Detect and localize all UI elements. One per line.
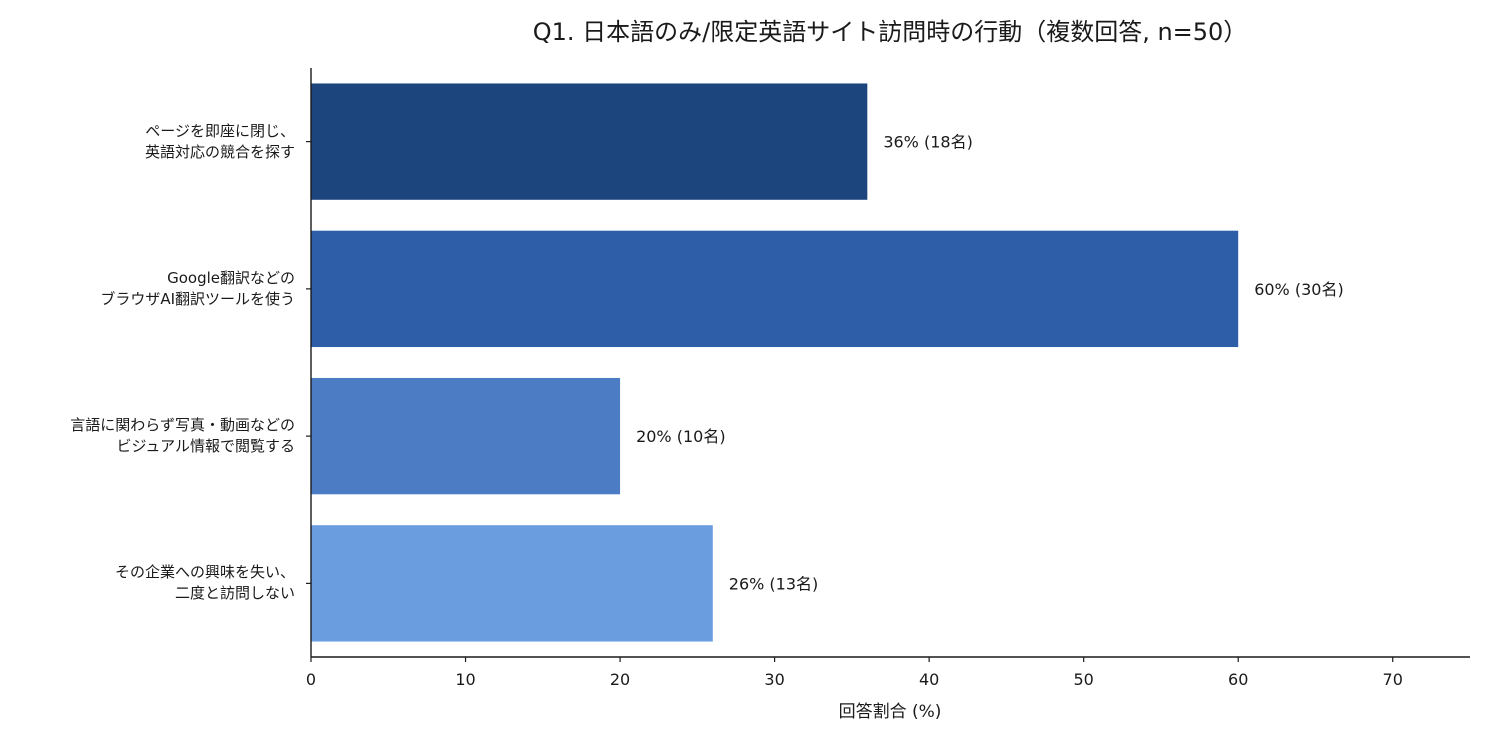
y-tick-label: 言語に関わらず写真・動画などのビジュアル情報で閲覧する bbox=[70, 415, 295, 457]
y-tick-label: ページを即座に閉じ、 英語対応の競合を探す bbox=[145, 121, 295, 163]
x-tick-label: 10 bbox=[455, 670, 475, 689]
x-tick-label: 30 bbox=[764, 670, 784, 689]
y-tick-label-line: ビジュアル情報で閲覧する bbox=[116, 437, 295, 456]
bar bbox=[311, 525, 713, 642]
x-tick-label: 40 bbox=[919, 670, 939, 689]
bar-value-label: 36% (18名) bbox=[883, 133, 973, 152]
y-tick-label-line: Google翻訳などの bbox=[167, 268, 295, 287]
y-tick-label-line: その企業への興味を失い、 bbox=[114, 563, 295, 582]
x-tick-label: 0 bbox=[306, 670, 316, 689]
bar-value-label: 20% (10名) bbox=[636, 427, 726, 446]
y-tick-label-line: 英語対応の競合を探す bbox=[144, 142, 295, 161]
y-tick-label: Google翻訳などのブラウザAI翻訳ツールを使う bbox=[100, 268, 295, 310]
bar-value-label: 26% (13名) bbox=[729, 574, 819, 593]
x-tick-label: 70 bbox=[1383, 670, 1403, 689]
bar bbox=[311, 230, 1239, 348]
x-tick-label: 50 bbox=[1073, 670, 1093, 689]
chart-title: Q1. 日本語のみ/限定英語サイト訪問時の行動（複数回答, n=50） bbox=[532, 18, 1248, 46]
bar bbox=[311, 83, 868, 200]
y-tick-label-line: ページを即座に閉じ、 bbox=[145, 121, 295, 140]
y-tick-label-line: 二度と訪問しない bbox=[174, 584, 295, 603]
x-tick-label: 60 bbox=[1228, 670, 1248, 689]
bar-value-label: 60% (30名) bbox=[1254, 280, 1344, 299]
y-tick-label-line: 言語に関わらず写真・動画などの bbox=[70, 416, 295, 435]
x-tick-label: 20 bbox=[610, 670, 630, 689]
y-tick-label: その企業への興味を失い、二度と訪問しない bbox=[115, 562, 295, 604]
x-axis-label: 回答割合 (%) bbox=[838, 702, 942, 722]
bar bbox=[311, 377, 621, 495]
y-tick-label-line: ブラウザAI翻訳ツールを使う bbox=[100, 289, 295, 308]
